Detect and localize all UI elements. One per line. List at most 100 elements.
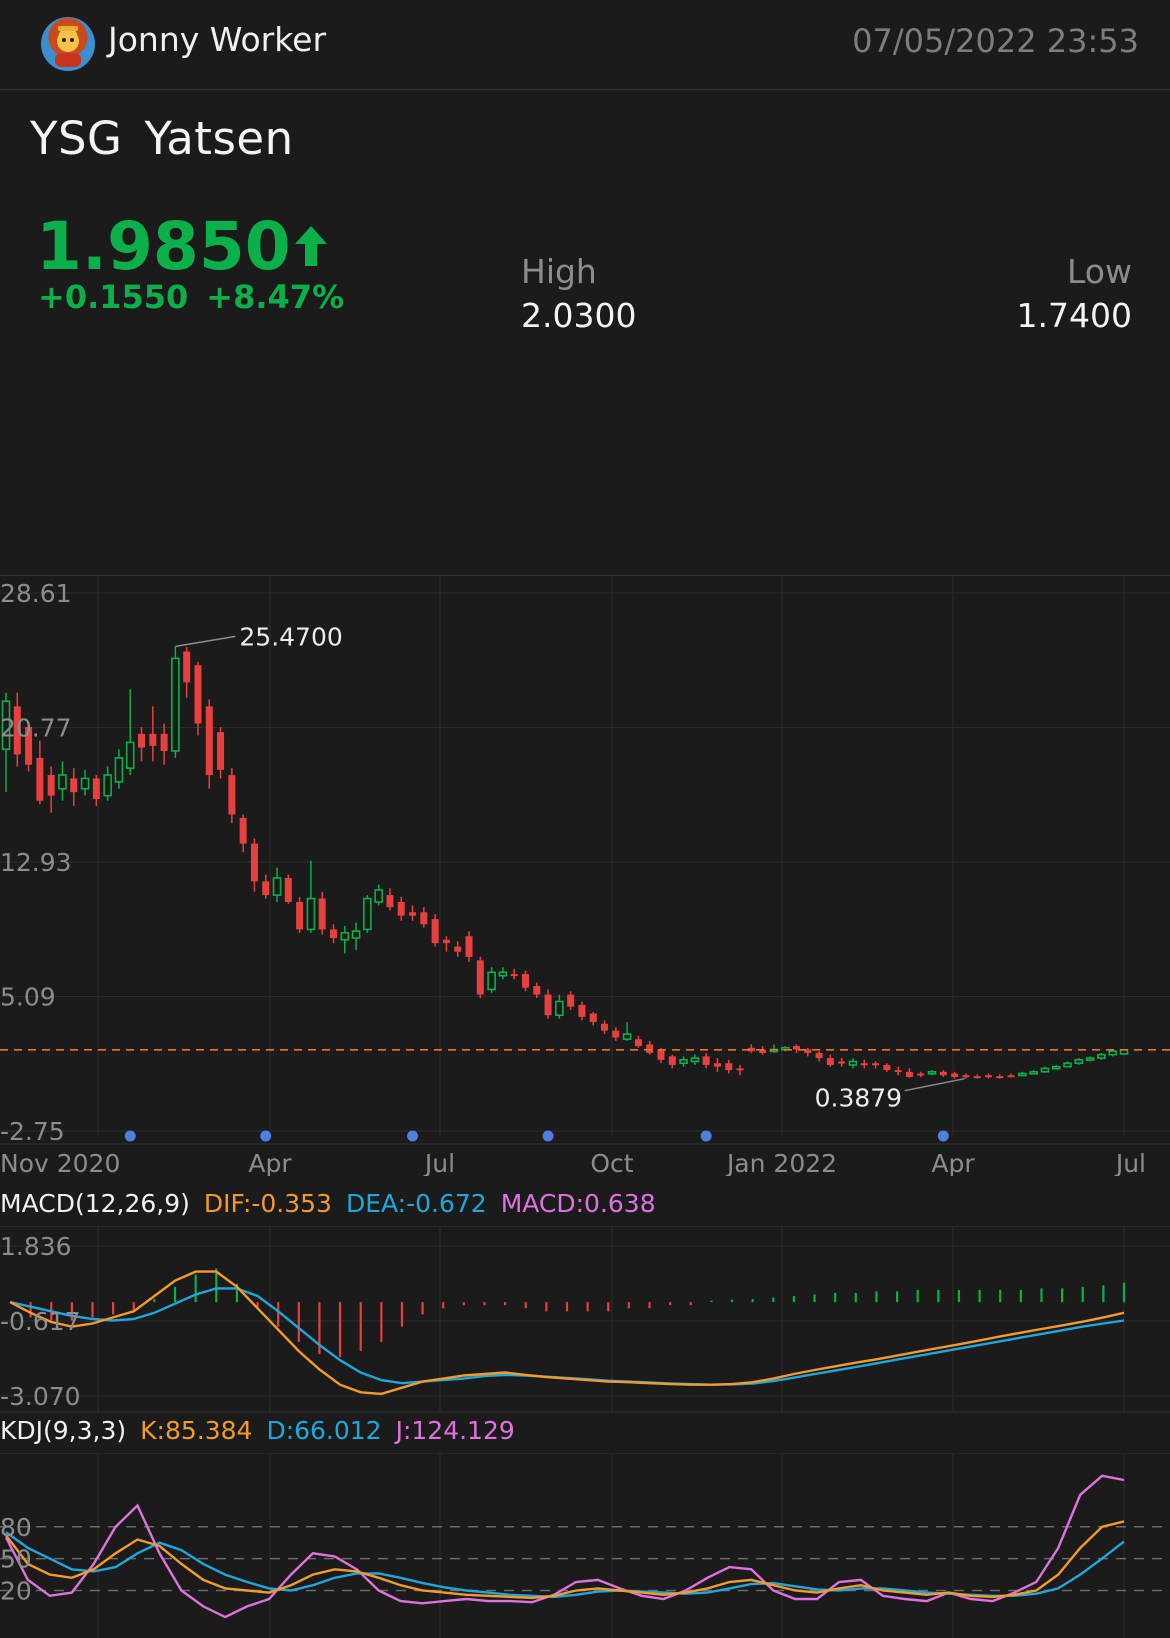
candle-body xyxy=(555,1000,564,1016)
candle-body xyxy=(431,919,439,944)
kdj-y-tick-label: 80 xyxy=(0,1513,32,1542)
candle-body xyxy=(284,877,292,902)
last-price: 1.9850 xyxy=(36,208,329,285)
candle-body xyxy=(194,665,202,724)
candle-body xyxy=(725,1063,733,1071)
x-tick-label: Nov 2020 xyxy=(0,1149,120,1176)
kdj-y-tick-label: 20 xyxy=(0,1577,32,1606)
x-tick-label: Oct xyxy=(590,1149,633,1176)
candle-body xyxy=(927,1071,937,1075)
candle-body xyxy=(476,960,484,995)
macd-y-tick-label: -0.617 xyxy=(0,1307,81,1336)
candle-body xyxy=(510,974,518,977)
low-value: 1.7400 xyxy=(1016,296,1132,335)
kdj-j-label: J:124.129 xyxy=(395,1416,515,1445)
candle-body xyxy=(386,895,394,908)
candle-body xyxy=(58,774,67,790)
candle-body xyxy=(351,930,361,939)
candle-body xyxy=(679,1059,688,1065)
candle-body xyxy=(657,1049,665,1060)
macd-value-label: MACD:0.638 xyxy=(500,1189,656,1218)
candle-body xyxy=(114,757,124,783)
candle-body xyxy=(1007,1075,1015,1078)
event-marker-dot xyxy=(407,1130,419,1142)
candle-body xyxy=(306,897,316,931)
candle-body xyxy=(668,1056,676,1065)
stock-symbol: YSG xyxy=(30,112,123,165)
candle-body xyxy=(1097,1053,1106,1059)
candle-body xyxy=(487,971,496,991)
candle-body xyxy=(578,1004,586,1017)
kdj-chart[interactable]: 80 50 20 xyxy=(0,1453,1170,1638)
candle-body xyxy=(984,1075,992,1078)
kdj-d-label: D:66.012 xyxy=(266,1416,382,1445)
candle-body xyxy=(713,1063,721,1067)
candle-body xyxy=(47,775,55,796)
chart-top-divider xyxy=(0,575,1170,576)
up-arrow-icon xyxy=(294,225,327,266)
candle-body xyxy=(160,733,168,752)
candle-body xyxy=(951,1073,959,1077)
low-label: Low xyxy=(1067,252,1132,291)
kdj-k-line xyxy=(5,1520,1125,1600)
candle-body xyxy=(996,1076,1004,1079)
candle-body xyxy=(544,994,552,1016)
candlestick-chart[interactable]: 28.61 20.77 12.93 5.09 -2.75 25.4700 0.3879 Nov… xyxy=(0,576,1170,1176)
max-price-label: 25.4700 xyxy=(239,622,342,651)
y-tick-label: 28.61 xyxy=(0,579,72,608)
candle-body xyxy=(397,901,405,916)
max-annotation-line xyxy=(175,635,236,648)
y-tick-label: 5.09 xyxy=(0,983,56,1012)
candle-body xyxy=(1029,1071,1038,1075)
stock-name: Yatsen xyxy=(144,112,294,165)
username: Jonny Worker xyxy=(108,20,327,59)
candle-body xyxy=(1085,1057,1095,1061)
macd-dea-label: DEA:-0.672 xyxy=(345,1189,487,1218)
candle-body xyxy=(804,1049,812,1053)
x-tick-label: Apr xyxy=(931,1149,975,1176)
macd-title: MACD(12,26,9) xyxy=(0,1189,190,1218)
macd-dif-line xyxy=(9,1270,1125,1396)
candle-body xyxy=(272,877,282,896)
candle-body xyxy=(973,1076,981,1079)
candle-body xyxy=(736,1068,744,1071)
candle-body xyxy=(205,706,213,776)
change-percent: +8.47% xyxy=(206,278,345,316)
candle-body xyxy=(498,971,508,977)
candle-body xyxy=(860,1063,868,1066)
stock-title: YSG Yatsen xyxy=(30,112,316,165)
kdj-k-label: K:85.384 xyxy=(140,1416,253,1445)
event-marker-dot xyxy=(542,1130,554,1142)
kdj-title: KDJ(9,3,3) xyxy=(0,1416,127,1445)
candle-body xyxy=(70,778,78,793)
candle-body xyxy=(125,741,135,769)
candle-body xyxy=(601,1023,609,1031)
event-marker-dot xyxy=(937,1130,949,1142)
candle-body xyxy=(92,778,100,800)
kdj-j-line xyxy=(4,1474,1125,1619)
candle-body xyxy=(612,1030,620,1038)
x-tick-label: Jan 2022 xyxy=(725,1149,837,1176)
high-value: 2.0300 xyxy=(521,296,637,335)
candle-body xyxy=(589,1013,597,1023)
candle-body xyxy=(171,657,180,752)
candle-body xyxy=(363,897,372,931)
candle-body xyxy=(939,1071,947,1076)
avatar[interactable] xyxy=(41,17,95,71)
candle-body xyxy=(962,1075,970,1078)
candle-body xyxy=(1,700,11,751)
candle-body xyxy=(815,1052,823,1059)
candle-body xyxy=(25,726,33,765)
candle-body xyxy=(217,732,225,770)
header-bar: Jonny Worker 07/05/2022 23:53 xyxy=(0,0,1170,90)
event-marker-dot xyxy=(260,1130,272,1142)
macd-chart[interactable]: 1.836 -0.617 -3.070 xyxy=(0,1226,1170,1416)
avatar-monkey-icon xyxy=(55,26,81,67)
candle-body xyxy=(465,936,473,957)
min-price-label: 0.3879 xyxy=(815,1084,902,1113)
event-marker-dot xyxy=(124,1130,136,1142)
candle-body xyxy=(1074,1059,1084,1065)
candle-body xyxy=(894,1070,902,1073)
candle-body xyxy=(340,932,350,941)
candle-body xyxy=(442,939,450,944)
